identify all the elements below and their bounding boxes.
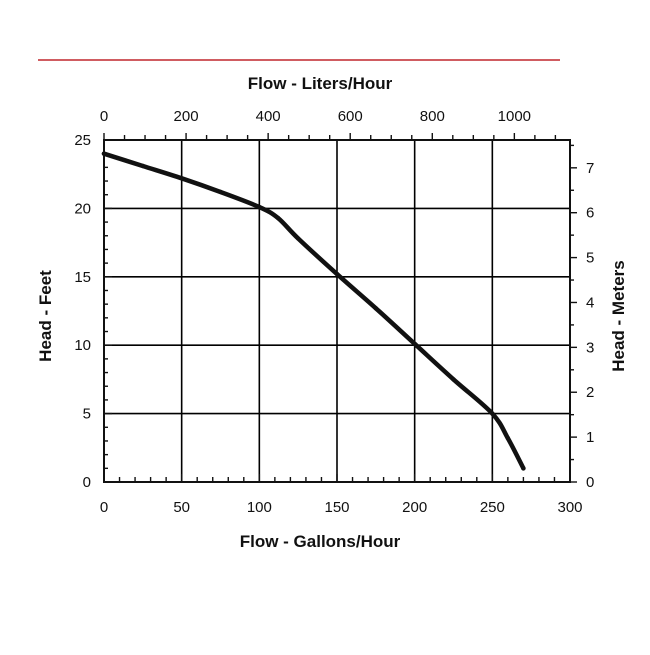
y2-tick-label: 0 (586, 474, 594, 491)
x-tick-label: 0 (100, 499, 108, 516)
x-tick-label: 300 (557, 499, 582, 516)
y-tick-label: 10 (74, 337, 91, 354)
x-tick-label: 50 (173, 499, 190, 516)
y-tick-label: 15 (74, 269, 91, 286)
head-curve-line (101, 151, 526, 471)
x-tick-label: 150 (324, 499, 349, 516)
series-layer (101, 151, 526, 471)
y-tick-label: 20 (74, 200, 91, 217)
head-curve-point (140, 163, 146, 169)
head-curve-point (257, 204, 262, 210)
head-curve-point (412, 341, 417, 347)
y2-tick-label: 4 (586, 294, 594, 311)
y2-axis-title: Head - Meters (609, 260, 628, 371)
y2-tick-label: 3 (586, 339, 594, 356)
y-tick-label: 25 (74, 132, 91, 149)
x2-axis-title: Flow - Liters/Hour (248, 74, 393, 93)
head-curve-point (521, 466, 526, 471)
x-axis-title: Flow - Gallons/Hour (240, 532, 401, 551)
plot-frame (103, 139, 571, 483)
head-curve-point (334, 271, 340, 277)
y-axis-title: Head - Feet (36, 270, 55, 362)
head-curve-point (275, 215, 281, 221)
y2-tick-label: 1 (586, 429, 594, 446)
x2-tick-label: 0 (100, 108, 108, 125)
y2-tick-label: 7 (586, 160, 594, 177)
y-tick-label: 5 (83, 406, 91, 423)
x2-tick-label: 600 (338, 108, 363, 125)
x-tick-label: 250 (480, 499, 505, 516)
head-curve-point (295, 236, 301, 241)
x-tick-label: 100 (247, 499, 272, 516)
x2-tick-label: 400 (256, 108, 281, 125)
y2-tick-label: 6 (586, 205, 594, 222)
x-tick-label: 200 (402, 499, 427, 516)
head-curve-point (373, 306, 379, 311)
head-curve-point (505, 436, 511, 441)
head-curve-point (451, 377, 456, 382)
head-curve-point (490, 411, 495, 416)
head-curve-point (179, 176, 184, 181)
y-tick-label: 0 (83, 474, 91, 491)
x2-tick-label: 800 (420, 108, 445, 125)
y2-tick-label: 2 (586, 384, 594, 401)
axis-ticks (103, 133, 577, 483)
x2-tick-label: 1000 (498, 108, 531, 125)
grid (103, 139, 571, 483)
x2-tick-label: 200 (174, 108, 199, 125)
y2-tick-label: 5 (586, 250, 594, 267)
head-curve-point (218, 189, 223, 195)
